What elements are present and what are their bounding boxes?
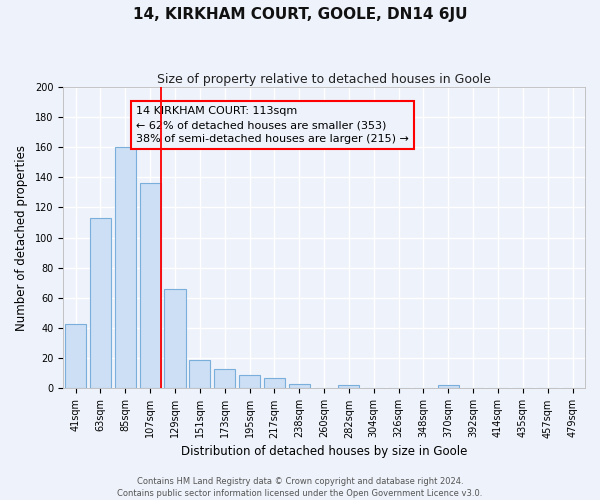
Bar — [115, 147, 136, 388]
Title: Size of property relative to detached houses in Goole: Size of property relative to detached ho… — [157, 72, 491, 86]
Text: 14 KIRKHAM COURT: 113sqm
← 62% of detached houses are smaller (353)
38% of semi-: 14 KIRKHAM COURT: 113sqm ← 62% of detach… — [136, 106, 409, 144]
Bar — [140, 183, 161, 388]
Text: 14, KIRKHAM COURT, GOOLE, DN14 6JU: 14, KIRKHAM COURT, GOOLE, DN14 6JU — [133, 8, 467, 22]
Bar — [90, 218, 111, 388]
Bar — [189, 360, 211, 388]
Bar — [264, 378, 285, 388]
Bar — [338, 386, 359, 388]
Bar — [289, 384, 310, 388]
X-axis label: Distribution of detached houses by size in Goole: Distribution of detached houses by size … — [181, 444, 467, 458]
Bar — [214, 369, 235, 388]
Y-axis label: Number of detached properties: Number of detached properties — [15, 144, 28, 330]
Bar — [164, 289, 185, 388]
Bar — [438, 386, 459, 388]
Bar — [65, 324, 86, 388]
Bar — [239, 375, 260, 388]
Text: Contains HM Land Registry data © Crown copyright and database right 2024.
Contai: Contains HM Land Registry data © Crown c… — [118, 476, 482, 498]
